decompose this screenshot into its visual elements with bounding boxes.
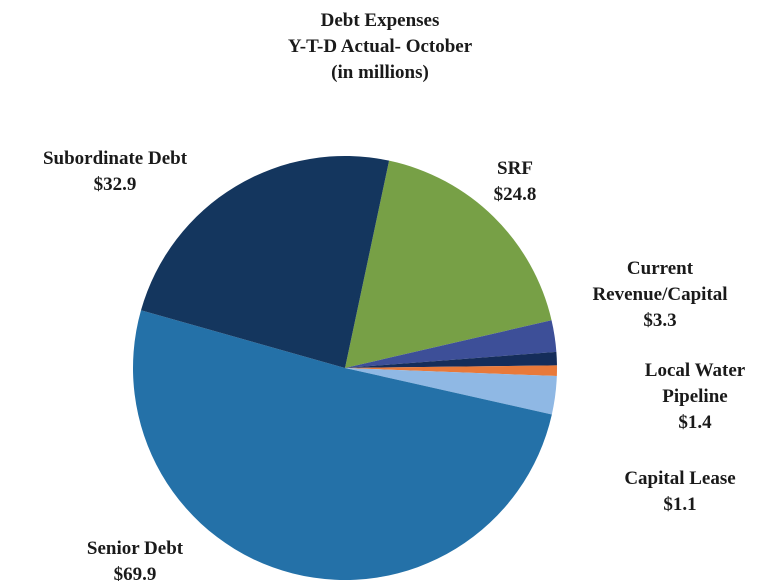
units: (in millions): [331, 62, 429, 83]
slice-label: Current Revenue/Capital $3.3: [575, 256, 745, 334]
category-label: Local Water Pipeline: [644, 360, 746, 407]
category-label: Current Revenue/Capital: [592, 258, 728, 305]
slice-label: Capital Lease $1.1: [580, 466, 761, 518]
category-label: Senior Debt: [86, 538, 184, 559]
slice-label: Subordinate Debt $32.9: [0, 146, 230, 198]
pie-slice: [345, 320, 557, 368]
pie-slice: [345, 351, 557, 368]
slice-label: Senior Debt $69.9: [40, 536, 230, 581]
pie-slice: [133, 310, 552, 580]
chart-title-block: Debt Expenses Y-T-D Actual- October (in …: [180, 8, 580, 86]
value-label: $24.8: [493, 184, 537, 205]
category-label: Subordinate Debt: [42, 148, 188, 169]
chart-subtitle: Y-T-D Actual- October: [287, 36, 473, 57]
pie-slice: [345, 368, 557, 415]
pie-slice: [345, 160, 552, 368]
value-label: $32.9: [93, 174, 137, 195]
value-label: $1.1: [663, 494, 697, 515]
chart-title: Debt Expenses: [320, 10, 440, 31]
slice-label: Local Water Pipeline $1.4: [615, 358, 761, 436]
pie-slice: [141, 155, 390, 368]
category-label: SRF: [497, 158, 533, 179]
slice-label: SRF $24.8: [440, 156, 590, 208]
value-label: $1.4: [678, 412, 712, 433]
value-label: $69.9: [113, 564, 157, 581]
category-label: Capital Lease: [624, 468, 736, 489]
pie-slice: [345, 365, 557, 377]
value-label: $3.3: [643, 310, 677, 331]
